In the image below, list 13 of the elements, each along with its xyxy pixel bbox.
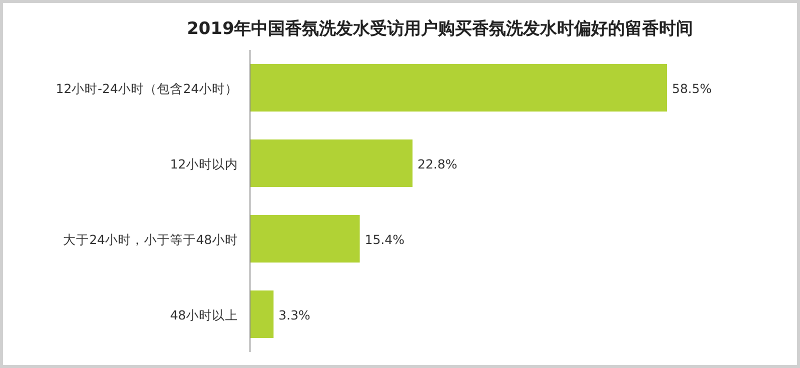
bar	[250, 64, 667, 112]
data-label: 15.4%	[364, 232, 405, 247]
data-label: 22.8%	[418, 156, 458, 172]
bar	[250, 214, 360, 263]
y-tick-label: 48小时以上	[170, 307, 238, 322]
y-tick-label: 大于24小时，小于等于48小时	[63, 232, 238, 247]
y-tick-label: 12小时以内	[170, 156, 238, 172]
bar	[250, 290, 274, 338]
chart-title: 2019年中国香氛洗发水受访用户购买香氛洗发水时偏好的留香时间	[186, 19, 694, 39]
data-label: 58.5%	[672, 80, 712, 96]
data-label: 3.3%	[278, 307, 310, 322]
y-tick-label: 12小时-24小时（包含24小时）	[56, 80, 238, 96]
bar	[250, 139, 413, 188]
